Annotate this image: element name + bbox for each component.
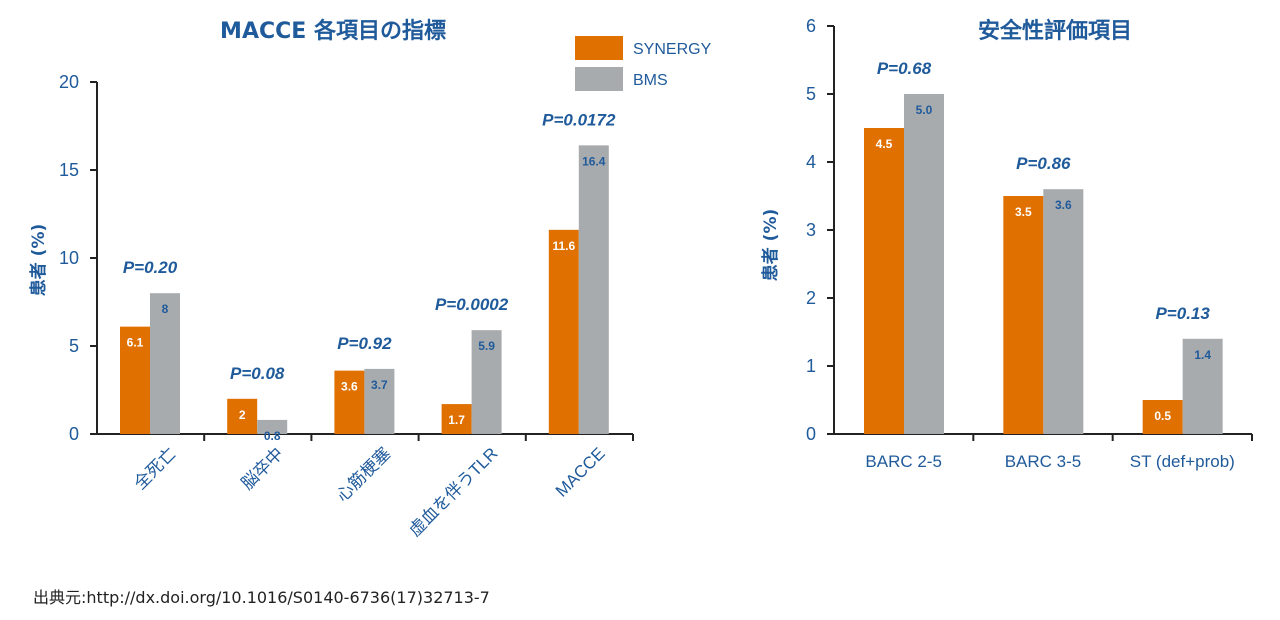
- chart-1-category-label: ST (def+prob): [1130, 452, 1235, 471]
- legend-label-bms: BMS: [633, 72, 668, 89]
- chart-1-bar-bms: [904, 94, 944, 434]
- chart-0-category-label: MACCE: [552, 444, 609, 501]
- chart-0-p-value: P=0.92: [337, 334, 392, 353]
- legend-swatch-synergy: [575, 36, 623, 60]
- chart-1-bar-synergy: [1142, 400, 1183, 434]
- chart-0-bar-bms: [364, 368, 395, 434]
- chart-0-data-label: 11.6: [552, 239, 575, 253]
- source-citation: 出典元:http://dx.doi.org/10.1016/S0140-6736…: [33, 584, 490, 608]
- chart-0-bar-synergy: [227, 398, 258, 434]
- chart-0-ytick-label: 20: [59, 72, 79, 92]
- chart-0-bar-bms: [257, 419, 288, 434]
- chart-0-bar-synergy: [548, 229, 579, 434]
- chart-1-category-label: BARC 2-5: [865, 452, 942, 471]
- chart-1-data-label: 3.5: [1015, 205, 1032, 219]
- source-prefix: 出典元:: [33, 588, 87, 607]
- chart-0-data-label: 8: [162, 302, 169, 316]
- chart-0-bar-bms: [150, 293, 180, 434]
- chart-1-bar-synergy: [1003, 196, 1044, 434]
- chart-0-ytick-label: 5: [69, 336, 79, 356]
- chart-1-data-label: 4.5: [876, 137, 893, 151]
- chart-1-ylabel: 患者 (%): [760, 209, 781, 282]
- chart-0-data-label: 2: [239, 408, 246, 422]
- chart-0-bar-bms: [471, 330, 502, 434]
- chart-0-bar-synergy: [334, 370, 365, 434]
- chart-1-ytick-label: 2: [806, 288, 816, 308]
- chart-1-p-value: P=0.13: [1155, 304, 1210, 323]
- chart-1-ytick-label: 5: [806, 84, 816, 104]
- chart-0-category-label: 脳卒中: [238, 444, 287, 493]
- chart-1-bar-synergy: [864, 128, 904, 434]
- chart-1-data-label: 3.6: [1055, 198, 1072, 212]
- chart-0-data-label: 3.6: [341, 380, 358, 394]
- chart-0-bar-synergy: [441, 404, 472, 434]
- chart-0-p-value: P=0.08: [230, 364, 285, 383]
- chart-0-p-value: P=0.20: [123, 258, 178, 277]
- chart-1-p-value: P=0.86: [1016, 154, 1071, 173]
- chart-0-data-label: 1.7: [448, 413, 465, 427]
- chart-1-ytick-label: 6: [806, 16, 816, 36]
- chart-1-bar-bms: [1043, 189, 1084, 434]
- chart-0-data-label: 6.1: [127, 336, 144, 350]
- chart-1-ytick-label: 3: [806, 220, 816, 240]
- chart-1-data-label: 1.4: [1194, 348, 1211, 362]
- chart-0-data-label: 3.7: [371, 378, 388, 392]
- chart-0-bar-bms: [578, 145, 609, 435]
- chart-0-data-label: 5.9: [478, 339, 495, 353]
- chart-0-p-value: P=0.0172: [542, 110, 616, 129]
- chart-0-category-label: 全死亡: [130, 444, 179, 493]
- chart-1-p-value: P=0.68: [877, 59, 932, 78]
- chart-1-ytick-label: 1: [806, 356, 816, 376]
- chart-0-data-label: 0.8: [264, 429, 281, 443]
- chart-0-ylabel: 患者 (%): [28, 224, 49, 297]
- chart-0-ytick-label: 15: [59, 160, 79, 180]
- chart-1-data-label: 5.0: [916, 103, 933, 117]
- chart-0-bar-synergy: [120, 326, 150, 434]
- chart-0-data-label: 16.4: [582, 154, 606, 168]
- chart-0-category-label: 心筋梗塞: [333, 444, 395, 506]
- chart-1-bar-bms: [1182, 338, 1223, 434]
- chart-0-ytick-label: 0: [69, 424, 79, 444]
- chart-1-ytick-label: 0: [806, 424, 816, 444]
- chart-1-data-label: 0.5: [1154, 409, 1171, 423]
- legend-swatch-bms: [575, 67, 623, 91]
- chart-1-category-label: BARC 3-5: [1005, 452, 1082, 471]
- chart-0-p-value: P=0.0002: [435, 295, 509, 314]
- source-url: http://dx.doi.org/10.1016/S0140-6736(17)…: [86, 588, 490, 607]
- chart-1-ytick-label: 4: [806, 152, 816, 172]
- chart-1-title: 安全性評価項目: [978, 18, 1132, 44]
- chart-0-title: MACCE 各項目の指標: [220, 18, 446, 44]
- legend-label-synergy: SYNERGY: [633, 41, 712, 58]
- chart-0-category-label: 虚血を伴うTLR: [405, 444, 501, 540]
- chart-0-ytick-label: 10: [59, 248, 79, 268]
